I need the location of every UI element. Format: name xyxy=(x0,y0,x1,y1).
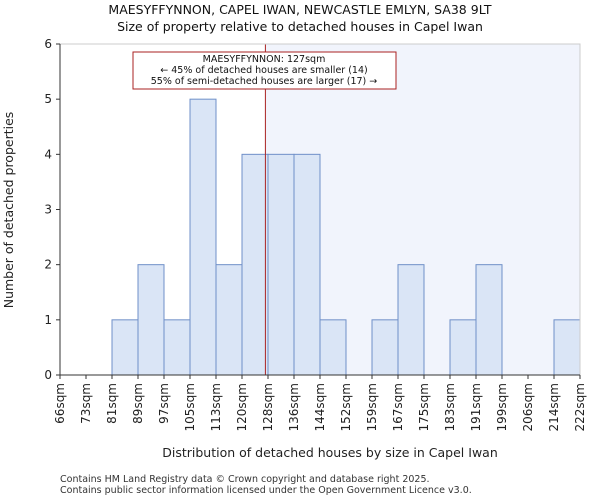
x-tick-label: 128sqm xyxy=(261,383,275,431)
footer-licence: Contains public sector information licen… xyxy=(60,485,472,496)
x-tick-label: 199sqm xyxy=(495,383,509,431)
x-tick-label: 214sqm xyxy=(547,383,561,431)
x-tick-label: 120sqm xyxy=(235,383,249,431)
x-tick-label: 159sqm xyxy=(365,383,379,431)
x-tick-label: 97sqm xyxy=(157,383,171,424)
x-tick-label: 89sqm xyxy=(131,383,145,424)
bar-89sqm xyxy=(137,264,165,376)
y-tick-label: 4 xyxy=(44,147,52,161)
bar-183sqm xyxy=(449,319,477,376)
x-tick-label: 167sqm xyxy=(391,383,405,431)
x-tick-label: 222sqm xyxy=(573,383,587,431)
x-tick-label: 191sqm xyxy=(469,383,483,431)
y-tick-label: 1 xyxy=(44,313,52,327)
x-tick-label: 81sqm xyxy=(105,383,119,424)
chart-title: MAESYFFYNNON, CAPEL IWAN, NEWCASTLE EMLY… xyxy=(108,2,492,17)
annotation-box xyxy=(132,51,397,90)
y-axis-label: Number of detached properties xyxy=(1,112,16,309)
chart-subtitle: Size of property relative to detached ho… xyxy=(117,19,483,34)
bar-120sqm xyxy=(241,153,269,376)
y-tick-label: 3 xyxy=(44,203,52,217)
y-tick-label: 2 xyxy=(44,258,52,272)
annotation-larger: 55% of semi-detached houses are larger (… xyxy=(151,76,378,87)
bars-group xyxy=(111,98,581,376)
bar-113sqm xyxy=(215,264,243,376)
x-tick-label: 66sqm xyxy=(53,383,67,424)
x-tick-label: 144sqm xyxy=(313,383,327,431)
bar-214sqm xyxy=(553,319,581,376)
y-axis: 0 1 2 3 4 5 6 xyxy=(44,37,61,382)
x-tick-label: 206sqm xyxy=(521,383,535,431)
x-tick-label: 183sqm xyxy=(443,383,457,431)
x-axis-label: Distribution of detached houses by size … xyxy=(162,445,498,460)
bar-81sqm xyxy=(111,319,139,376)
bar-97sqm xyxy=(163,319,191,376)
bar-167sqm xyxy=(397,264,425,376)
bar-144sqm xyxy=(319,319,347,376)
y-tick-label: 5 xyxy=(44,92,52,106)
x-tick-label: 136sqm xyxy=(287,383,301,431)
bar-159sqm xyxy=(371,319,399,376)
bar-128sqm xyxy=(267,153,295,376)
x-tick-label: 73sqm xyxy=(79,383,93,424)
x-axis: 66sqm 73sqm 81sqm 89sqm 97sqm 105sqm 113sqm 120… xyxy=(53,374,587,431)
x-tick-label: 105sqm xyxy=(183,383,197,431)
y-tick-label: 0 xyxy=(44,368,52,382)
x-tick-label: 113sqm xyxy=(209,383,223,431)
x-tick-label: 152sqm xyxy=(339,383,353,431)
bar-191sqm xyxy=(475,264,503,376)
footer-copyright: Contains HM Land Registry data © Crown c… xyxy=(60,474,430,485)
property-annotation: MAESYFFYNNON: 127sqm ← 45% of detached h… xyxy=(132,51,397,90)
y-tick-label: 6 xyxy=(44,37,52,51)
histogram-chart: 0 1 2 3 4 5 6 66sqm 73sqm 81sqm 89sqm 97sqm 105sqm 1… xyxy=(1,2,587,460)
annotation-title: MAESYFFYNNON: 127sqm xyxy=(203,54,326,65)
x-tick-label: 175sqm xyxy=(417,383,431,431)
bar-136sqm xyxy=(293,153,321,376)
bar-105sqm xyxy=(189,98,217,376)
annotation-smaller: ← 45% of detached houses are smaller (14… xyxy=(160,65,367,76)
